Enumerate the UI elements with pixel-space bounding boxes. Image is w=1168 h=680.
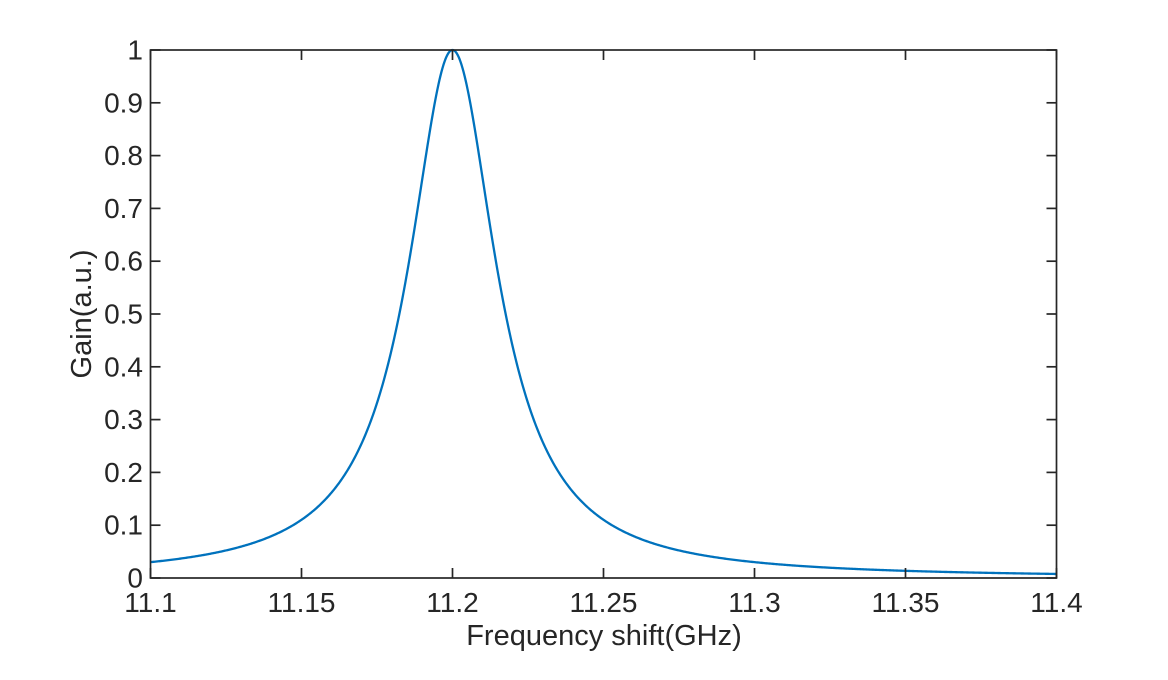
y-tick-label: 0 — [127, 563, 143, 594]
x-tick-label: 11.15 — [268, 587, 336, 618]
y-tick-label: 0.1 — [104, 510, 143, 541]
plot-box — [149, 49, 1058, 579]
x-tick-label: 11.1 — [124, 587, 176, 618]
y-tick-label: 0.7 — [104, 193, 143, 224]
x-tick-label: 11.35 — [872, 587, 940, 618]
x-axis-label: Frequency shift(GHz) — [466, 620, 742, 652]
y-tick-label: 0.9 — [104, 87, 143, 118]
plot-area: 11.1 11.15 11.2 11.25 11.3 11.35 11.4 0 0.1 0.2 0.… — [104, 35, 1083, 619]
y-tick-label: 0.8 — [104, 140, 143, 171]
y-tick-label: 0.6 — [104, 246, 143, 277]
gain-curve — [150, 48, 1057, 576]
y-axis-label: Gain(a.u.) — [66, 250, 98, 379]
x-tick-label: 11.3 — [728, 587, 780, 618]
y-tick-label: 0.4 — [104, 351, 143, 382]
x-tick-label: 11.4 — [1030, 587, 1082, 618]
x-tick-label: 11.25 — [570, 587, 638, 618]
y-tick-label: 0.5 — [104, 299, 143, 330]
y-tick-label: 1 — [127, 35, 143, 66]
x-tick-label: 11.2 — [426, 587, 478, 618]
y-tick-label: 0.3 — [104, 404, 143, 435]
y-tick-label: 0.2 — [104, 457, 143, 488]
